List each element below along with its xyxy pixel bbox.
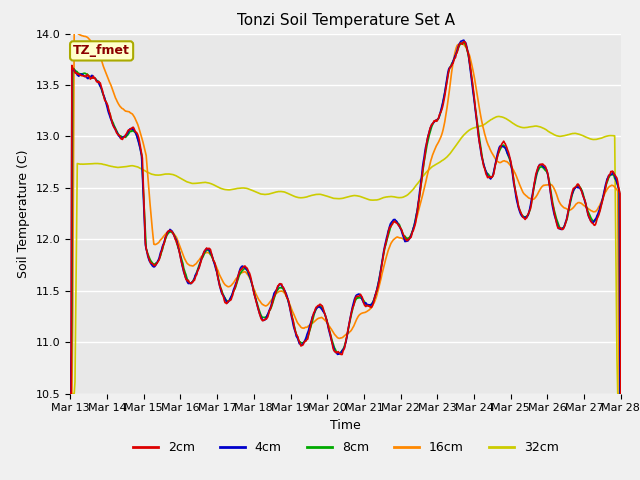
X-axis label: Time: Time xyxy=(330,419,361,432)
Y-axis label: Soil Temperature (C): Soil Temperature (C) xyxy=(17,149,30,278)
Title: Tonzi Soil Temperature Set A: Tonzi Soil Temperature Set A xyxy=(237,13,454,28)
Legend: 2cm, 4cm, 8cm, 16cm, 32cm: 2cm, 4cm, 8cm, 16cm, 32cm xyxy=(127,436,564,459)
Text: TZ_fmet: TZ_fmet xyxy=(73,44,130,58)
